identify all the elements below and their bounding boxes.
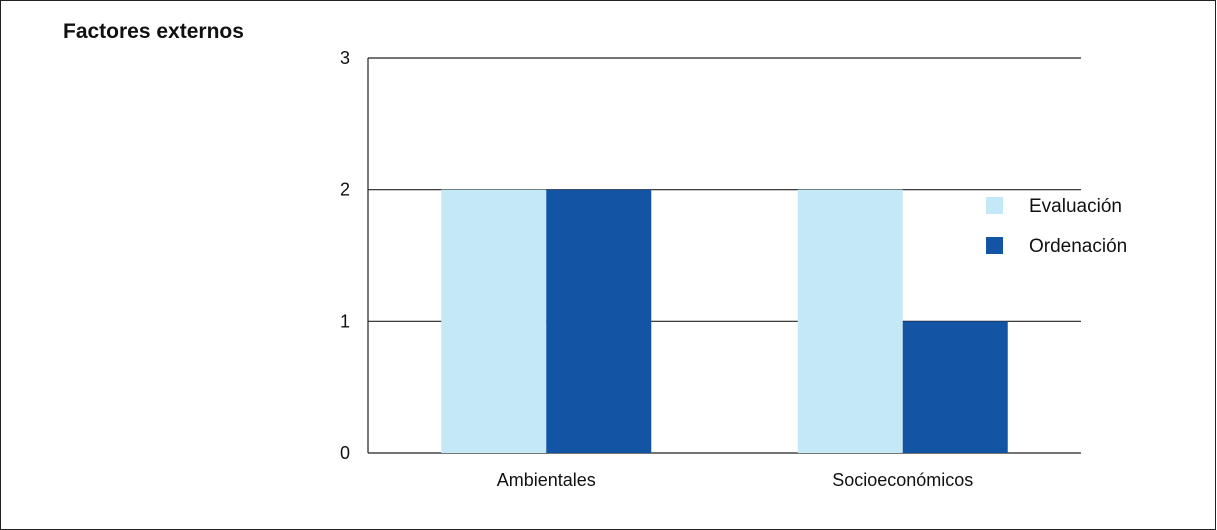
legend-swatch xyxy=(986,237,1003,254)
x-category-label: Socioeconómicos xyxy=(832,470,973,490)
bars-layer xyxy=(441,189,1008,453)
bar-evaluación-ambientales xyxy=(441,189,547,453)
bar-evaluación-socioeconómicos xyxy=(797,189,903,453)
legend-swatch xyxy=(986,197,1003,214)
axis-layer: 0 1 2 3 Ambientales Socioeconómicos xyxy=(340,48,973,490)
y-tick-label: 3 xyxy=(340,48,350,68)
y-tick-label: 2 xyxy=(340,180,350,200)
bar-ordenación-ambientales xyxy=(546,189,652,453)
chart-title: Factores externos xyxy=(63,20,244,43)
y-tick-label: 0 xyxy=(340,443,350,463)
legend-label: Evaluación xyxy=(1029,196,1122,217)
legend-label: Ordenación xyxy=(1029,236,1127,257)
x-category-label: Ambientales xyxy=(497,470,596,490)
bar-ordenación-socioeconómicos xyxy=(902,321,1008,453)
legend: Evaluación Ordenación xyxy=(986,196,1127,257)
y-tick-label: 1 xyxy=(340,311,350,331)
